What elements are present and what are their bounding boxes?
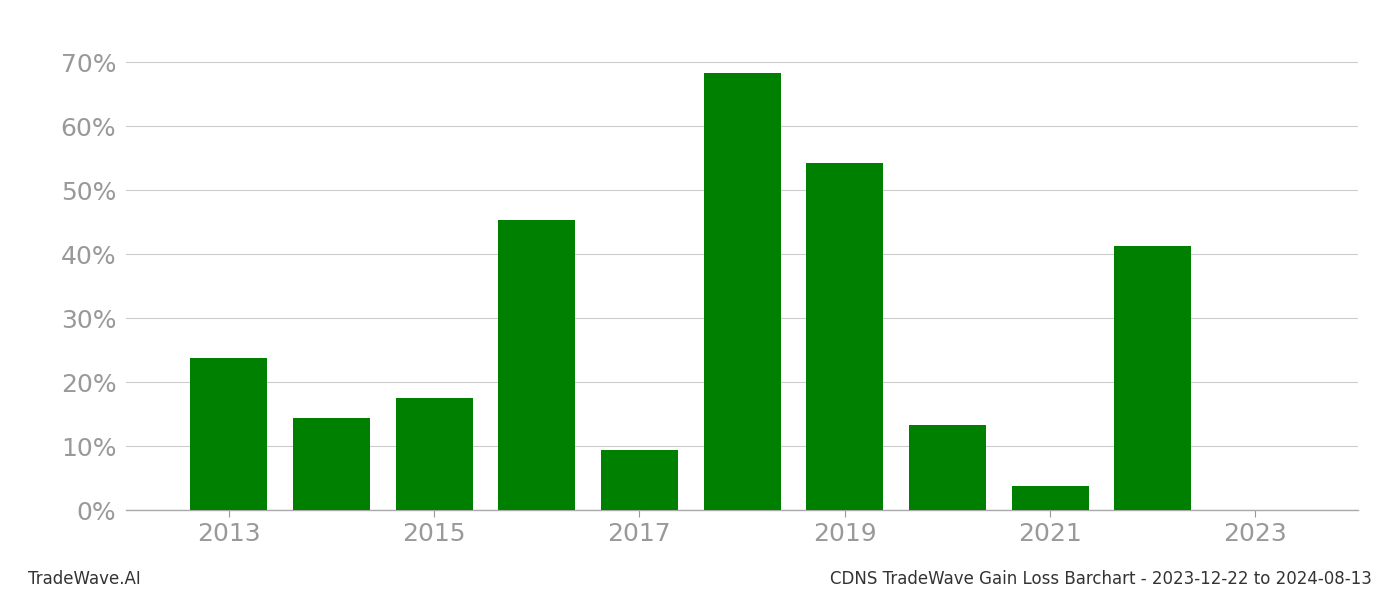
Bar <box>395 398 473 510</box>
Bar <box>703 73 781 510</box>
Bar <box>909 425 986 510</box>
Bar <box>498 220 575 510</box>
Bar <box>1011 485 1089 510</box>
Text: TradeWave.AI: TradeWave.AI <box>28 570 141 588</box>
Bar <box>1114 245 1191 510</box>
Bar <box>293 418 370 510</box>
Bar <box>190 358 267 510</box>
Text: CDNS TradeWave Gain Loss Barchart - 2023-12-22 to 2024-08-13: CDNS TradeWave Gain Loss Barchart - 2023… <box>830 570 1372 588</box>
Bar <box>806 163 883 510</box>
Bar <box>601 450 678 510</box>
